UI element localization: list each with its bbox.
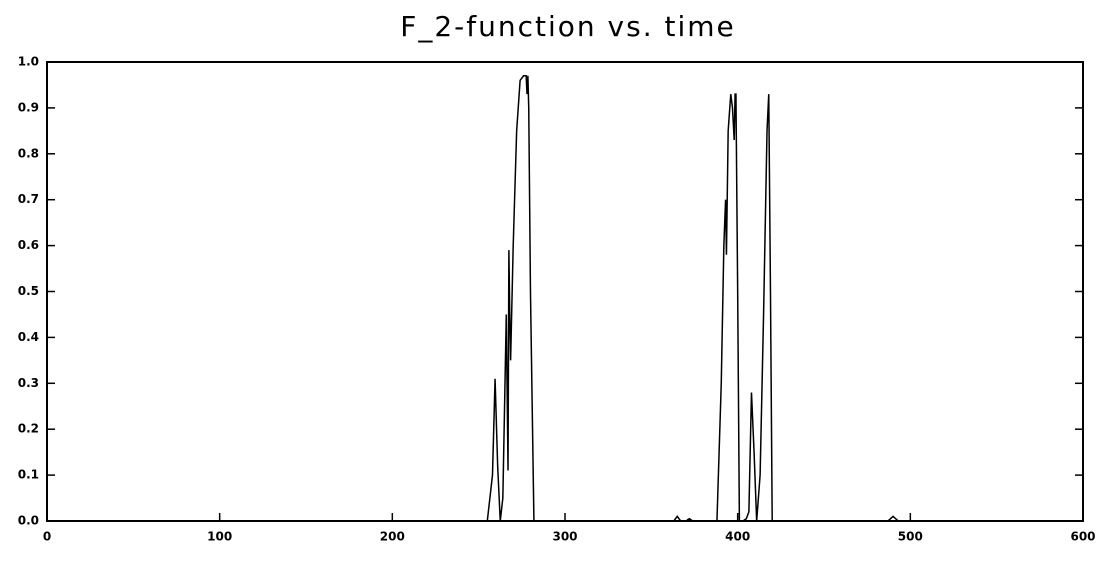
x-tick-label: 500 bbox=[898, 530, 923, 544]
line-series bbox=[47, 75, 1083, 522]
y-tick-label: 0.0 bbox=[18, 514, 39, 528]
y-tick-label: 0.7 bbox=[18, 192, 39, 206]
x-tick-label: 100 bbox=[207, 530, 232, 544]
x-tick-label: 200 bbox=[380, 530, 405, 544]
x-tick-label: 0 bbox=[43, 530, 51, 544]
plot-frame bbox=[46, 61, 1084, 522]
x-tick-label: 300 bbox=[552, 530, 577, 544]
x-tick-label: 600 bbox=[1070, 530, 1095, 544]
chart-title: F_2-function vs. time bbox=[400, 10, 736, 43]
y-tick-label: 0.9 bbox=[18, 100, 39, 114]
y-tick-label: 0.6 bbox=[18, 238, 39, 252]
y-tick-label: 0.1 bbox=[18, 468, 39, 482]
y-tick-label: 1.0 bbox=[18, 55, 39, 69]
y-tick-label: 0.5 bbox=[18, 284, 39, 298]
y-tick-label: 0.2 bbox=[18, 422, 39, 436]
x-tick-label: 400 bbox=[725, 530, 750, 544]
y-tick-label: 0.3 bbox=[18, 376, 39, 390]
y-tick-label: 0.8 bbox=[18, 146, 39, 160]
y-tick-label: 0.4 bbox=[18, 330, 39, 344]
